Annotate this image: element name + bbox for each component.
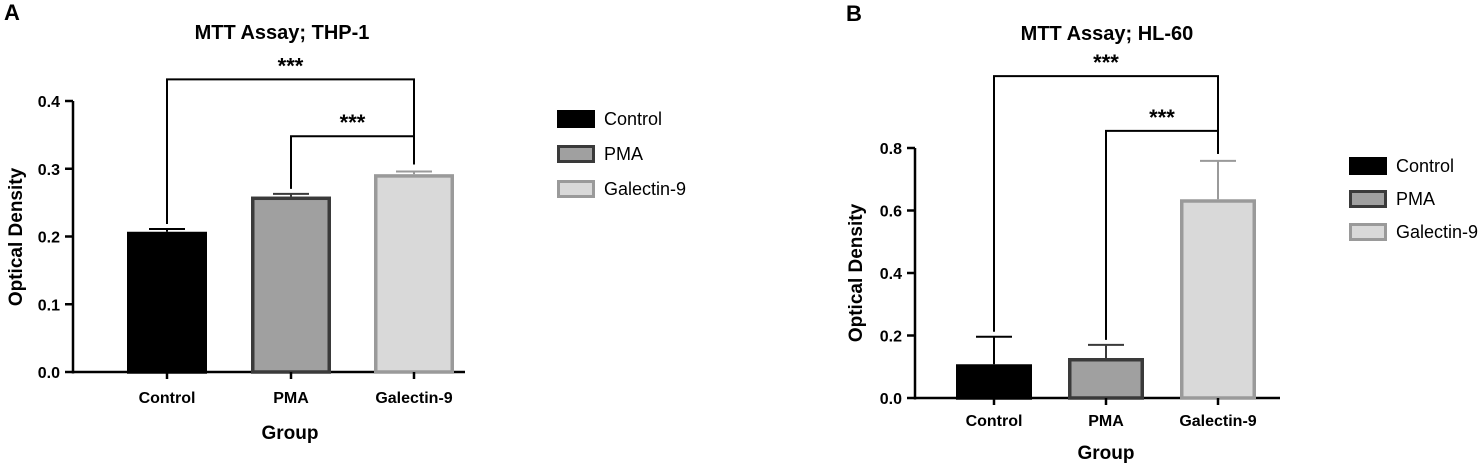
x-axis-label: Group: [262, 423, 319, 444]
bar-control: [956, 364, 1032, 400]
bar-pma: [251, 196, 331, 374]
bar-control: [127, 231, 207, 374]
y-tick-label: 0.4: [38, 94, 60, 111]
significance-bracket: [290, 135, 415, 189]
y-tick-label: 0.0: [38, 365, 60, 382]
bar-galectin-9: [374, 174, 454, 374]
legend-swatch: [557, 180, 595, 198]
significance-label: ***: [1149, 105, 1175, 130]
chart-title: MTT Assay; HL-60: [1021, 23, 1194, 45]
bar-galectin-9: [1180, 199, 1256, 400]
x-tick-label: Control: [139, 390, 196, 407]
significance-bracket: [1105, 129, 1219, 340]
legend-swatch: [557, 145, 595, 163]
y-tick-label: 0.8: [880, 141, 902, 158]
panel-b: B MTT Assay; HL-60 0.0 0.2 0.4 0.6 0.8 Control P…: [846, 1, 1478, 463]
y-axis-label: Optical Density: [846, 203, 867, 342]
panel-letter: B: [846, 1, 862, 26]
x-tick-label: Galectin-9: [375, 390, 452, 407]
legend-label: PMA: [1396, 189, 1435, 209]
significance-bracket: [993, 75, 1219, 332]
x-axis-label: Group: [1078, 443, 1135, 463]
x-tick-label: Control: [966, 413, 1023, 430]
y-tick-label: 0.2: [38, 230, 60, 247]
panel-a: A MTT Assay; THP-1 0.0 0.1 0.2 0.3 0.4 Control P…: [4, 0, 686, 444]
x-tick-label: Galectin-9: [1179, 413, 1256, 430]
legend-label: Galectin-9: [1396, 222, 1478, 242]
legend-label: PMA: [604, 144, 643, 164]
legend-label: Control: [604, 109, 662, 129]
significance-label: ***: [340, 110, 366, 135]
y-axis-label: Optical Density: [6, 167, 27, 306]
legend-swatch: [1349, 223, 1387, 241]
y-tick-label: 0.0: [880, 391, 902, 408]
y-tick-label: 0.4: [880, 266, 902, 283]
legend-swatch: [1349, 190, 1387, 208]
y-tick-label: 0.3: [38, 162, 60, 179]
significance-label: ***: [1093, 50, 1119, 75]
legend-swatch: [1349, 157, 1387, 175]
significance-label: ***: [278, 53, 304, 78]
x-tick-label: PMA: [273, 390, 309, 407]
chart-title: MTT Assay; THP-1: [195, 22, 370, 44]
y-tick-label: 0.6: [880, 204, 902, 221]
legend-swatch: [557, 110, 595, 128]
legend-label: Control: [1396, 156, 1454, 176]
legend-label: Galectin-9: [604, 179, 686, 199]
panel-letter: A: [4, 0, 20, 25]
bar-pma: [1068, 358, 1144, 400]
significance-bracket: [166, 78, 415, 225]
x-tick-label: PMA: [1088, 413, 1124, 430]
y-tick-label: 0.1: [38, 297, 60, 314]
y-tick-label: 0.2: [880, 329, 902, 346]
